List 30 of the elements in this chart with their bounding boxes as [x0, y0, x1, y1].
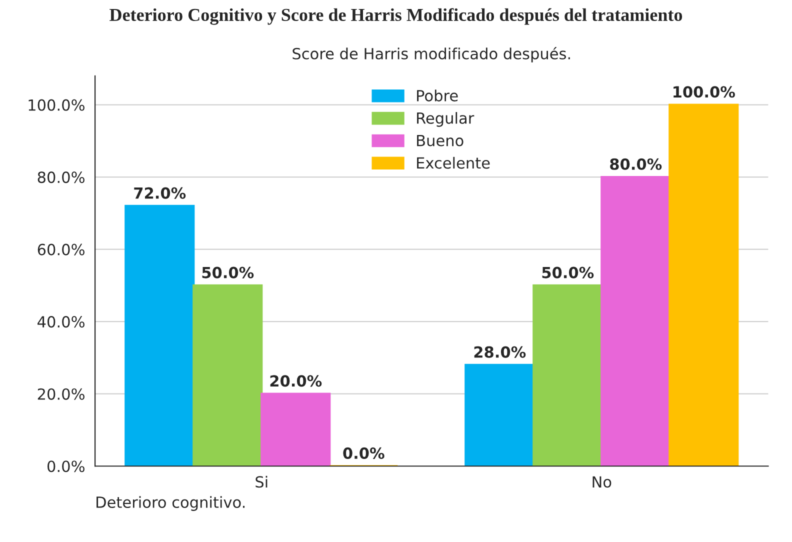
x-tick-label: Si	[256, 476, 268, 488]
y-tick-label: 0.0%	[48, 460, 84, 472]
bar	[532, 284, 603, 466]
bar	[260, 392, 331, 466]
data-label: 50.0%	[542, 266, 594, 278]
chart-title: Deterioro Cognitivo y Score de Harris Modificado después del tratamiento	[110, 8, 682, 25]
bar	[668, 104, 739, 466]
bar	[600, 176, 671, 466]
legend-label: Bueno	[417, 134, 464, 146]
legend-label: Pobre	[417, 90, 458, 102]
data-label: 100.0%	[674, 86, 735, 98]
data-label: 80.0%	[610, 158, 662, 170]
data-label: 20.0%	[270, 375, 322, 387]
y-tick-label: 40.0%	[38, 316, 84, 328]
chart-subtitle: Score de Harris modificado después.	[292, 46, 570, 62]
data-label: 72.0%	[134, 187, 186, 199]
data-label: 28.0%	[474, 346, 526, 358]
data-label: 50.0%	[202, 266, 254, 278]
data-label: 0.0%	[343, 447, 384, 459]
bar	[124, 204, 195, 466]
bar	[464, 364, 535, 466]
legend-label: Excelente	[417, 156, 490, 169]
y-tick-label: 20.0%	[38, 388, 84, 400]
x-axis-title: Deterioro cognitivo.	[96, 496, 245, 511]
bar	[192, 284, 263, 466]
legend-label: Regular	[417, 112, 474, 127]
x-tick-label: No	[592, 476, 612, 488]
y-tick-label: 80.0%	[38, 172, 84, 184]
y-tick-label: 60.0%	[38, 244, 84, 256]
y-tick-label: 100.0%	[28, 99, 84, 111]
